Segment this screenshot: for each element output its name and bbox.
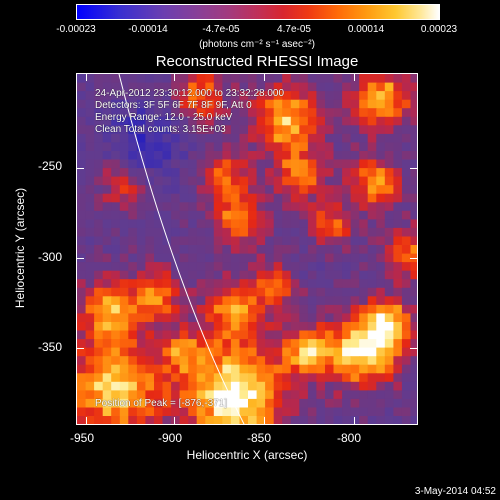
x-tick-label: -850	[247, 431, 272, 445]
solar-limb-line	[118, 74, 245, 424]
colorbar-tick-label: 0.00023	[420, 24, 458, 35]
clean-counts: Clean Total counts: 3.15E+03	[95, 124, 226, 135]
image-plot: 24-Apr-2012 23:30:12.000 to 23:32:28.000…	[76, 73, 418, 425]
x-tick-mark	[86, 417, 87, 425]
y-tick-mark	[76, 258, 84, 259]
colorbar-tick-label: 0.00014	[347, 24, 385, 35]
observation-time: 24-Apr-2012 23:30:12.000 to 23:32:28.000	[95, 88, 285, 99]
colorbar	[76, 4, 440, 20]
x-tick-label: -800	[337, 431, 362, 445]
y-tick-mark	[410, 258, 418, 259]
y-axis-label: Heliocentric Y (arcsec)	[13, 187, 27, 309]
colorbar-units: (photons cm⁻² s⁻¹ asec⁻²)	[199, 39, 315, 50]
y-tick-label: -300	[38, 250, 63, 264]
x-tick-mark	[264, 73, 265, 81]
colorbar-tick-label: -4.7e-05	[202, 24, 240, 35]
energy-range: Energy Range: 12.0 - 25.0 keV	[95, 112, 233, 123]
y-tick-mark	[76, 168, 84, 169]
timestamp: 3-May-2014 04:52	[414, 486, 496, 497]
x-axis-label: Heliocentric X (arcsec)	[186, 448, 308, 462]
peak-position: Position of Peak = [-876,-371]	[95, 398, 228, 409]
y-tick-mark	[76, 348, 84, 349]
x-tick-mark	[174, 417, 175, 425]
x-tick-label: -900	[158, 431, 183, 445]
colorbar-tick-label: -0.00023	[56, 24, 96, 35]
x-tick-mark	[264, 417, 265, 425]
x-tick-mark	[86, 73, 87, 81]
plot-title: Reconstructed RHESSI Image	[155, 53, 359, 70]
colorbar-tick-label: -0.00014	[128, 24, 168, 35]
y-tick-mark	[410, 348, 418, 349]
x-tick-label: -950	[70, 431, 95, 445]
y-tick-label: -250	[38, 159, 63, 173]
reconstructed-image	[77, 74, 417, 424]
x-tick-mark	[174, 73, 175, 81]
y-tick-mark	[410, 168, 418, 169]
x-tick-mark	[354, 73, 355, 81]
colorbar-tick-label: 4.7e-05	[277, 24, 311, 35]
x-tick-mark	[354, 417, 355, 425]
detectors-info: Detectors: 3F 5F 6F 7F 8F 9F, Att 0	[95, 100, 252, 111]
y-tick-label: -350	[38, 340, 63, 354]
